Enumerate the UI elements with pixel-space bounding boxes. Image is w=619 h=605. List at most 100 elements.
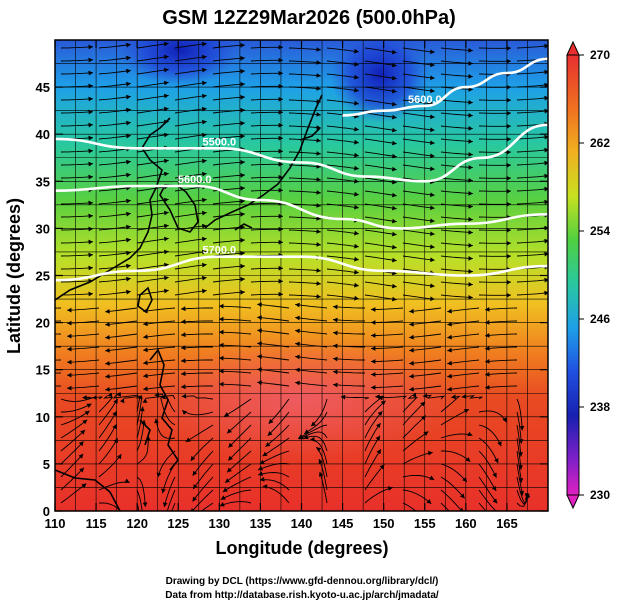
streamline — [136, 276, 169, 283]
streamline-arrow — [468, 282, 473, 287]
streamline — [250, 267, 283, 270]
streamline — [98, 291, 131, 296]
streamline — [485, 372, 518, 376]
credit-line-1: Drawing by DCL (https://www.gfd-dennou.o… — [166, 576, 439, 587]
x-tick-label: 135 — [250, 516, 272, 531]
streamline-arrow — [468, 74, 473, 79]
streamline — [67, 359, 100, 363]
streamline-arrow — [316, 164, 321, 169]
streamline — [295, 369, 328, 374]
streamline-arrow — [447, 373, 452, 379]
x-tick-label: 165 — [496, 516, 518, 531]
streamline-arrow — [88, 200, 93, 206]
streamline — [60, 228, 94, 231]
streamline-arrow — [468, 48, 473, 53]
colorbar-bottom-arrow — [566, 494, 580, 510]
streamline — [212, 135, 245, 140]
streamline-arrow — [316, 281, 321, 286]
streamline-arrow — [409, 308, 414, 314]
colorbar-label: 270 — [590, 48, 610, 62]
streamline — [60, 267, 94, 270]
streamline-arrow — [240, 107, 245, 113]
streamline-arrow — [164, 54, 169, 60]
streamline-arrow — [506, 58, 511, 64]
streamline — [303, 435, 328, 452]
streamline-arrow — [88, 135, 93, 141]
streamline-arrow — [316, 125, 321, 130]
streamline — [402, 151, 435, 157]
streamline — [143, 307, 176, 312]
streamline-arrow — [447, 360, 452, 366]
streamline-arrow — [485, 333, 490, 338]
streamline-arrow — [160, 394, 166, 400]
streamline — [516, 188, 548, 192]
height-contour — [342, 57, 548, 117]
streamline-arrow — [304, 429, 310, 434]
streamline — [180, 359, 213, 362]
streamline-arrow — [430, 205, 435, 211]
streamline — [288, 242, 321, 246]
streamline-arrow — [202, 106, 207, 112]
streamline-arrow — [506, 136, 511, 142]
streamline-arrow — [430, 244, 435, 250]
streamline-arrow — [259, 476, 265, 482]
streamline — [174, 277, 207, 283]
streamline-arrow — [181, 393, 187, 399]
streamline-arrow — [392, 101, 397, 107]
streamline — [485, 359, 518, 363]
streamline — [105, 333, 138, 339]
streamline — [371, 385, 404, 388]
streamline — [364, 138, 397, 145]
streamline — [250, 59, 283, 62]
streamline-arrow — [303, 434, 309, 440]
streamline-arrow — [468, 256, 473, 261]
streamline-arrow — [430, 218, 435, 224]
streamline-arrow — [295, 380, 300, 386]
streamline — [478, 476, 498, 504]
streamline-arrow — [164, 158, 169, 164]
streamline — [288, 190, 321, 194]
streamline-arrow — [79, 467, 84, 473]
streamline-arrow — [225, 478, 230, 483]
streamline-arrow — [240, 185, 245, 191]
streamline-arrow — [468, 139, 473, 144]
streamline — [143, 385, 176, 390]
streamline-arrow — [544, 82, 548, 88]
streamline-arrow — [240, 81, 245, 87]
streamline — [364, 99, 397, 106]
streamline — [250, 46, 283, 49]
streamline-arrow — [240, 276, 245, 282]
streamline-arrow — [164, 93, 169, 99]
streamline — [478, 463, 497, 492]
streamline — [377, 395, 408, 400]
streamline-arrow — [29, 370, 34, 375]
streamline — [516, 175, 548, 179]
streamline — [60, 72, 94, 75]
streamline — [485, 307, 518, 311]
streamline-arrow — [354, 282, 359, 288]
streamline-arrow — [392, 244, 397, 250]
streamline-arrow — [143, 360, 148, 366]
streamline — [98, 395, 114, 413]
streamline-arrow — [88, 57, 93, 63]
streamline — [212, 200, 245, 205]
streamline-arrow — [460, 493, 465, 499]
streamline-arrow — [506, 162, 511, 168]
y-tick-label: 25 — [36, 269, 50, 284]
streamline-arrow — [544, 134, 548, 140]
streamline-arrow — [222, 487, 228, 492]
streamline — [250, 215, 283, 218]
streamline-arrow — [181, 371, 186, 377]
y-axis-label: Latitude (degrees) — [4, 198, 24, 354]
colorbar-scale — [566, 54, 580, 496]
streamline — [136, 42, 169, 49]
streamline-arrow — [164, 132, 169, 138]
streamline — [364, 242, 397, 249]
streamline — [332, 371, 365, 374]
streamline — [136, 172, 169, 179]
streamline — [402, 415, 427, 439]
streamline — [259, 479, 290, 491]
streamline — [326, 125, 359, 131]
streamline — [105, 346, 138, 352]
streamline-arrow — [544, 199, 548, 205]
